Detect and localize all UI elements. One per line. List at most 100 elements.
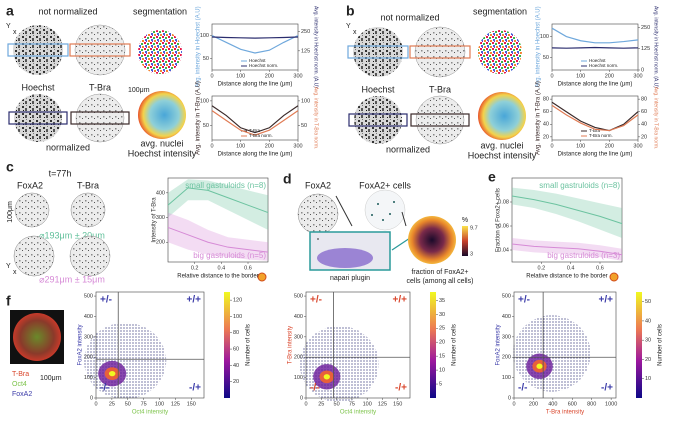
image [74,24,126,76]
image-caption: fraction of FoxA2+ [411,269,468,276]
y-tick-label: 40 [543,122,549,128]
x-tick-label: 125 [171,401,180,407]
colorbar-tick-label: 40 [645,318,651,324]
arrow [317,195,407,240]
y2-tick-label: 60 [641,109,647,115]
colorbar-tick-label: 3 [470,251,473,257]
panel-letter: d [283,171,292,187]
series-label: big gastruloids (n=3) [547,251,620,260]
y-axis-label: T-Bra intensity [288,326,294,364]
image-caption: avg. nuclei [140,138,183,148]
panel-letter: f [6,293,11,309]
colorbar-tick-label: 20 [233,379,239,385]
y-tick-label: 100 [84,375,93,381]
x-axis-label: Distance along the line (μm) [218,82,293,88]
image-caption: avg. nuclei [480,140,523,150]
y2-tick-label: 40 [641,122,647,128]
panel-letter: e [488,169,496,185]
heatmap-image [138,91,186,139]
colorbar-label: Number of cells [452,324,458,366]
x-tick-label: 100 [155,401,164,407]
y-tick-label: 0.04 [498,247,509,253]
x-tick-label: 600 [568,401,577,407]
colorbar-tick-label: 30 [439,312,445,318]
axis-glyph: Y [6,23,11,30]
y-tick-label: 60 [543,109,549,115]
density-shading [512,315,591,392]
x-tick-label: 1000 [605,401,617,407]
channel-label: FoxA2 [12,391,32,398]
scale-bar-label: 100μm [128,87,150,94]
series-line [211,110,299,136]
image [364,189,406,231]
legend-label: Hoechst [249,58,266,63]
x-axis-label: T-Bra intensity [546,410,584,416]
colorbar-tick-label: 60 [233,347,239,353]
image [70,192,106,228]
confidence-band [512,187,622,238]
quadrant-label: +/+ [393,295,408,306]
x-axis-label: Distance along the line (μm) [558,82,633,88]
y-tick-label: 50 [203,123,209,129]
y-tick-label: 400 [502,314,511,320]
plot-frame [551,23,639,71]
x-axis-label: Relative distance to the border [177,274,258,280]
legend-label: Hoechst [589,58,606,63]
image-caption: Hoechst [21,82,55,92]
x-tick-label: 200 [605,73,614,79]
quadrant-label: -/+ [189,383,201,394]
channel-label: Oct4 [12,381,27,388]
screenshot-scatter [317,248,373,268]
colorbar-tick-label: 40 [233,363,239,369]
y-tick-label: 0.08 [498,199,509,205]
colorbar-tick-label: 100 [233,314,242,320]
series-line [551,101,639,132]
series-label: big gastruloids (n=5) [193,251,266,260]
image-caption: not normalized [380,12,439,22]
colorbar-tick-label: 20 [645,357,651,363]
quadrant-label: -/+ [395,383,407,394]
y2-tick-label: 20 [641,134,647,140]
series-label: small gastruloids (n=8) [539,181,620,190]
image-caption: normalized [386,144,430,154]
line-roi [347,45,409,59]
y-tick-label: 0 [90,395,93,401]
x-tick-label: 0 [210,73,213,79]
legend-label: Hoechst norm. [249,63,278,68]
arrow [391,237,411,251]
axis-glyph: Y [6,263,11,270]
plot-frame [167,177,269,263]
colorbar-tick-label: 9.7 [470,225,478,231]
x-tick-label: 0 [304,401,307,407]
size-annotation: ⌀193μm ± 20μm [39,230,105,240]
density-shading [108,370,116,377]
x-tick-label: 25 [318,401,324,407]
y2-axis-label: Avg. intensity in Hoechst norm. (A.U) [313,6,319,88]
y-tick-label: 50 [543,55,549,61]
colorbar-label: Number of cells [658,324,664,366]
panel-c: c t=77h FoxA2 T-Bra 100μm ⌀193μm ± 20μm … [6,159,267,284]
x-tick-label: 50 [125,401,131,407]
y-axis-label: Fraction of Foxa2+ cells [496,188,502,252]
x-tick-label: 200 [529,401,538,407]
x-axis-label: Distance along the line (μm) [218,152,293,158]
colorbar [462,226,468,256]
heatmap-image [408,216,456,264]
quadrant-label: +/- [310,295,322,306]
image-caption: not normalized [38,6,97,16]
y-axis-label: FoxA2 intensity [78,324,84,365]
x-tick-label: 100 [576,73,585,79]
x-tick-label: 800 [587,401,596,407]
colorbar-tick-label: 120 [233,298,242,304]
image-caption: FoxA2 [305,180,331,190]
line-roi [8,111,68,125]
axis-glyph: x [353,29,357,36]
series-label: small gastruloids (n=8) [185,181,266,190]
image-caption: segmentation [133,6,187,16]
plot-frame [211,23,299,71]
scale-bar-label: 100μm [40,375,62,382]
quadrant-label: -/- [310,383,319,394]
y2-axis-label: Avg. intensity in T-Bra norm. [313,87,319,150]
panel-b: b Y x not normalized segmentation Hoechs… [346,3,537,161]
